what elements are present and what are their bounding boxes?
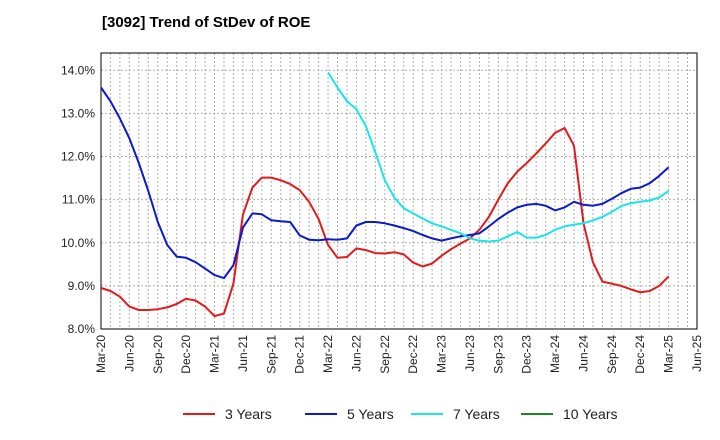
x-tick-label: Sep-20 [151, 335, 165, 374]
y-tick-label: 8.0% [68, 322, 96, 336]
x-tick-label: Jun-20 [122, 335, 136, 372]
x-tick-label: Jun-21 [236, 335, 250, 372]
y-tick-label: 9.0% [68, 279, 96, 293]
series-layer [100, 71, 670, 318]
x-tick-label: Dec-23 [520, 335, 534, 374]
y-tick-label: 10.0% [61, 236, 95, 250]
chart-title: [3092] Trend of StDev of ROE [102, 14, 311, 31]
series-line-5-years [100, 86, 670, 280]
legend-label: 5 Years [347, 406, 394, 422]
grid-layer [101, 53, 697, 330]
y-tick-label: 11.0% [62, 193, 95, 207]
x-tick-label: Mar-25 [662, 335, 676, 373]
y-tick-label: 12.0% [61, 150, 95, 164]
legend-label: 3 Years [225, 406, 272, 422]
x-tick-label: Mar-22 [321, 335, 335, 373]
x-tick-label: Jun-23 [463, 335, 477, 372]
x-tick-label: Sep-23 [491, 335, 505, 374]
x-tick-label: Sep-24 [605, 335, 619, 374]
plot-frame [100, 52, 698, 330]
x-tick-label: Mar-21 [208, 335, 222, 373]
y-tick-label: 14.0% [61, 63, 95, 77]
x-tick-label: Mar-24 [548, 335, 562, 373]
x-tick-label: Sep-21 [264, 335, 278, 374]
x-tick-label: Dec-24 [633, 335, 647, 374]
x-tick-label: Dec-21 [293, 335, 307, 374]
x-tick-label: Jun-25 [690, 335, 704, 372]
series-line-3-years [100, 127, 670, 318]
x-tick-label: Mar-20 [94, 335, 108, 373]
x-tick-label: Jun-24 [576, 335, 590, 372]
x-tick-label: Dec-20 [179, 335, 193, 374]
x-tick-label: Jun-22 [349, 335, 363, 372]
y-tick-label: 13.0% [61, 106, 95, 120]
legend-label: 7 Years [453, 406, 500, 422]
x-tick-label: Sep-22 [378, 335, 392, 374]
x-tick-label: Dec-22 [406, 335, 420, 374]
series-line-7-years [327, 71, 670, 243]
legend-layer: 3 Years 5 Years 7 Years 10 Years [183, 406, 618, 422]
axis-layer: 8.0% 9.0% 10.0% 11.0% 12.0% 13.0% 14.0% Mar-20 J… [61, 63, 704, 373]
x-tick-label: Mar-23 [435, 335, 449, 373]
legend-label: 10 Years [563, 406, 618, 422]
